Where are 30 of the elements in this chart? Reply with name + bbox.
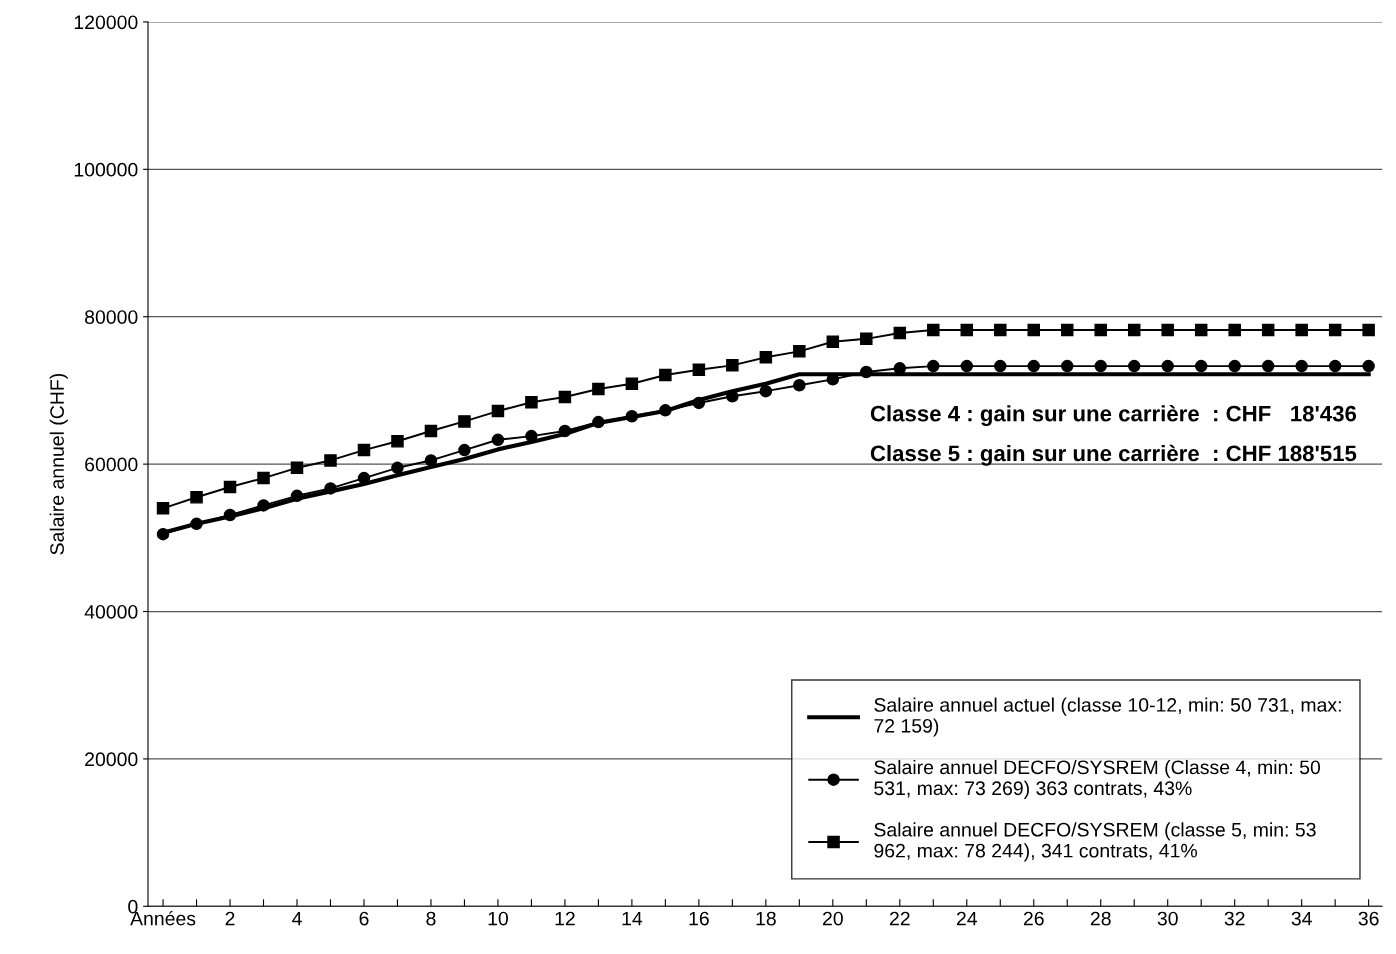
x-tick-label: 14 (622, 911, 643, 926)
x-tick-label: 32 (1224, 911, 1245, 926)
y-tick-label: 120000 (74, 15, 138, 30)
annotation: Classe 4 : gain sur une carrière : CHF 18'436 (870, 404, 1357, 426)
x-tick-label: 22 (889, 911, 910, 926)
y-tick-label: 80000 (85, 310, 138, 324)
y-tick-label: 20000 (85, 752, 138, 767)
x-tick-label: 6 (359, 911, 369, 926)
y-tick-label: 60000 (85, 457, 138, 472)
x-tick-label: 28 (1090, 911, 1111, 926)
y-axis-title: Salaire annuel (CHF) (49, 374, 68, 555)
x-tick-label: 26 (1023, 911, 1044, 926)
x-tick-label: 34 (1291, 911, 1312, 926)
y-tick-label: 40000 (84, 604, 138, 619)
annotation: Classe 5 : gain sur une carrière : CHF 188'515 (870, 444, 1357, 466)
legend-label: Salaire annuel DECFO/SYSREM (classe 5, min: 53 962, max: 78 244), 341 contrats, 41% (874, 822, 1316, 862)
x-tick-label: 36 (1358, 911, 1379, 926)
legend-label: Salaire annuel DECFO/SYSREM (Classe 4, min: 50 531, max: 73 269) 363 contrats, 43% (874, 759, 1321, 799)
x-tick-label: 20 (822, 911, 843, 926)
x-tick-label: 18 (756, 911, 776, 926)
x-tick-label: 4 (292, 911, 302, 926)
y-tick-label: 100000 (74, 162, 138, 177)
x-tick-label: 12 (555, 911, 575, 926)
x-tick-label: 30 (1157, 911, 1178, 926)
x-tick-label: 24 (956, 911, 978, 926)
x-tick-label: 8 (426, 911, 436, 926)
x-tick-label: 2 (225, 911, 235, 926)
legend-label: Salaire annuel actuel (classe 10-12, min: 50 731, max: 72 159) (874, 697, 1341, 737)
x-tick-label: 16 (689, 911, 709, 926)
x-tick-label: 10 (488, 911, 508, 926)
